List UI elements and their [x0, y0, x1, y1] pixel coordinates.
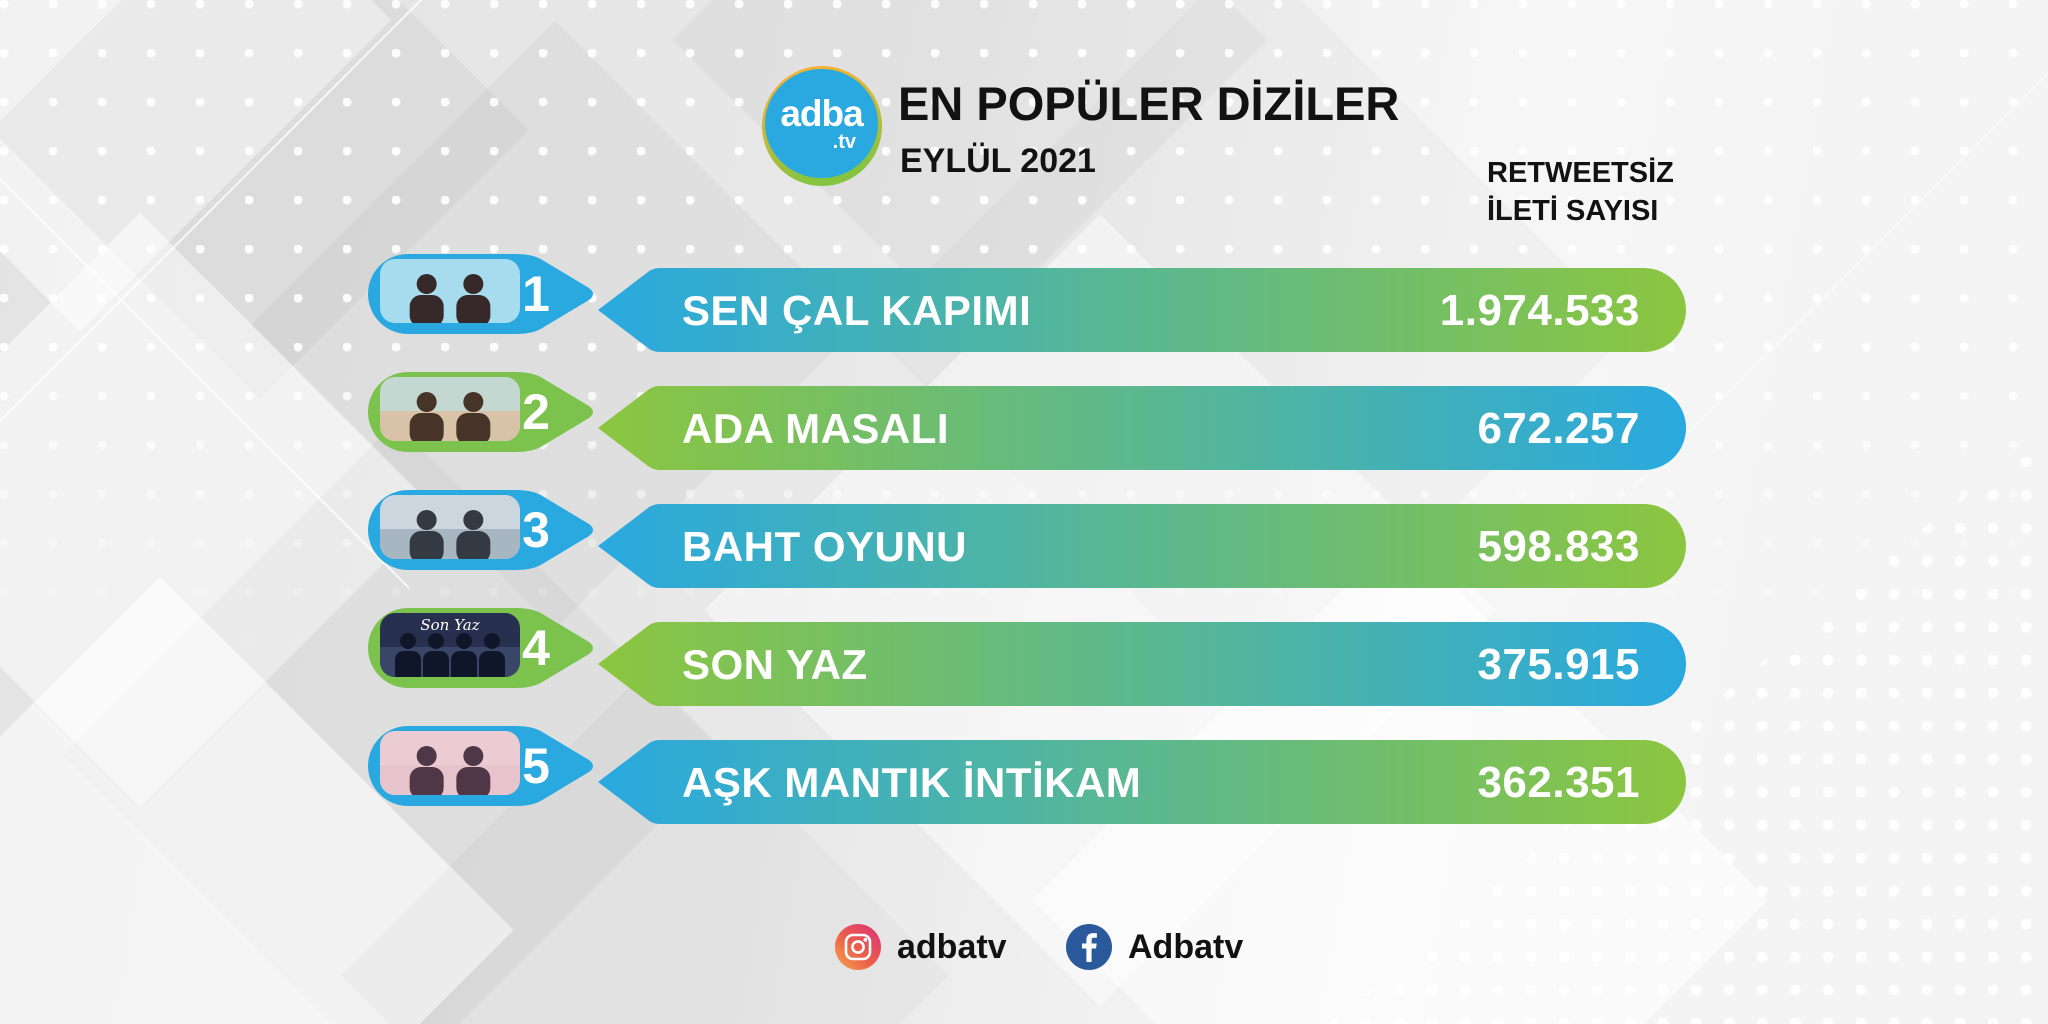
series-bar: SEN ÇAL KAPIMI 1.974.533: [598, 268, 1688, 352]
show-photo: [380, 377, 520, 441]
series-bar-shape: [598, 504, 1686, 588]
rank-badge: 1: [368, 254, 598, 334]
adbatv-logo: adba .tv: [762, 66, 882, 186]
show-value: 1.974.533: [1439, 286, 1640, 335]
rank-badge: 2: [368, 372, 598, 452]
facebook-handle: Adbatv: [1128, 927, 1244, 966]
facebook-icon: [1066, 924, 1112, 970]
ranking-row: Son Yaz 4 SON YAZ 375.915: [368, 608, 1688, 708]
facebook-handle-group: Adbatv: [1066, 922, 1243, 972]
rank-number: 3: [522, 502, 550, 558]
value-column-header-line2: İLETİ SAYISI: [1487, 195, 1659, 227]
logo-text-tv: .tv: [832, 130, 856, 153]
rank-number: 2: [522, 384, 550, 440]
series-bar: ADA MASALI 672.257: [598, 386, 1688, 470]
ranking-row: 2 ADA MASALI 672.257: [368, 372, 1688, 472]
series-bar-shape: [598, 386, 1686, 470]
ranking-row: 1 SEN ÇAL KAPIMI 1.974.533: [368, 254, 1688, 354]
value-column-header-line1: RETWEETSİZ: [1487, 157, 1674, 189]
series-bar-shape: [598, 268, 1686, 352]
logo-disc: adba .tv: [765, 69, 878, 178]
rank-number: 1: [522, 266, 550, 322]
show-value: 362.351: [1477, 758, 1640, 807]
rank-number: 5: [522, 738, 550, 794]
rank-badge: 3: [368, 490, 598, 570]
show-title: SEN ÇAL KAPIMI: [682, 287, 1032, 334]
logo-text: adba: [780, 92, 863, 134]
show-title: AŞK MANTIK İNTİKAM: [682, 759, 1142, 806]
page-subtitle: EYLÜL 2021: [900, 142, 1096, 180]
show-value: 375.915: [1477, 640, 1640, 689]
series-bar: SON YAZ 375.915: [598, 622, 1688, 706]
svg-text:Son Yaz: Son Yaz: [420, 616, 479, 634]
series-bar-shape: [598, 740, 1686, 824]
page-title: EN POPÜLER DİZİLER: [898, 77, 1400, 130]
instagram-icon: [835, 924, 881, 970]
show-value: 672.257: [1477, 404, 1640, 453]
series-bar: BAHT OYUNU 598.833: [598, 504, 1688, 588]
show-title: SON YAZ: [682, 641, 868, 688]
ranking-row: 3 BAHT OYUNU 598.833: [368, 490, 1688, 590]
show-title: ADA MASALI: [682, 405, 950, 452]
show-photo: Son Yaz: [380, 613, 520, 677]
rank-badge: 5: [368, 726, 598, 806]
ranking-row: 5 AŞK MANTIK İNTİKAM 362.351: [368, 726, 1688, 826]
show-photo: [380, 731, 520, 795]
series-bar: AŞK MANTIK İNTİKAM 362.351: [598, 740, 1688, 824]
instagram-handle-group: adbatv: [835, 922, 1007, 972]
show-photo: [380, 259, 520, 323]
value-column-header: RETWEETSİZ İLETİ SAYISI: [1487, 154, 1674, 230]
rank-badge: Son Yaz 4: [368, 608, 598, 688]
instagram-handle: adbatv: [897, 927, 1007, 966]
rank-number: 4: [522, 620, 550, 676]
show-photo: [380, 495, 520, 559]
show-title: BAHT OYUNU: [682, 523, 967, 570]
series-bar-shape: [598, 622, 1686, 706]
show-value: 598.833: [1477, 522, 1640, 571]
